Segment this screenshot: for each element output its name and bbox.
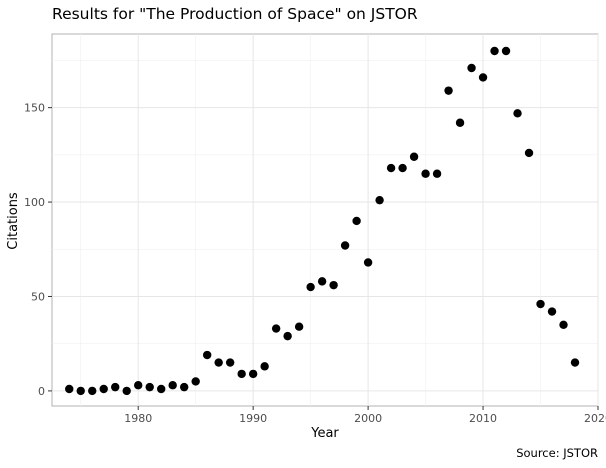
data-point xyxy=(524,148,534,158)
data-point xyxy=(547,307,557,316)
data-point xyxy=(386,163,396,173)
data-point xyxy=(467,63,476,73)
y-tick-label: 150 xyxy=(24,102,45,115)
data-point xyxy=(398,163,407,173)
data-point xyxy=(536,299,545,309)
data-point xyxy=(76,386,85,396)
data-point xyxy=(329,280,338,290)
y-axis-title: Citations xyxy=(6,192,21,250)
data-point xyxy=(570,358,580,367)
data-point xyxy=(214,358,223,367)
data-point xyxy=(501,46,511,56)
data-point xyxy=(145,382,154,392)
y-axis-ticks: 0 50 100 150 xyxy=(24,102,52,398)
plot-panel xyxy=(51,33,599,407)
data-point xyxy=(432,169,442,178)
data-point xyxy=(225,358,235,367)
data-point xyxy=(111,382,120,392)
data-point xyxy=(455,118,465,127)
x-tick-label: 1990 xyxy=(239,412,267,425)
data-point xyxy=(157,384,166,394)
data-point xyxy=(65,384,74,394)
data-point xyxy=(513,109,522,118)
data-point xyxy=(294,322,304,331)
data-point xyxy=(317,277,327,286)
data-point xyxy=(375,195,384,205)
data-point xyxy=(363,258,373,267)
data-point xyxy=(409,152,419,161)
data-point xyxy=(248,369,258,379)
data-points xyxy=(65,46,580,396)
x-axis-title: Year xyxy=(310,426,339,441)
major-gridlines xyxy=(52,34,599,406)
data-point xyxy=(421,169,430,178)
data-point xyxy=(352,216,361,226)
data-point xyxy=(122,386,131,396)
data-point xyxy=(202,350,212,360)
data-point xyxy=(340,241,350,250)
data-point xyxy=(134,381,143,390)
source-caption: Source: JSTOR xyxy=(516,446,598,460)
data-point xyxy=(271,324,281,333)
x-tick-label: 2010 xyxy=(469,412,497,425)
data-point xyxy=(559,320,568,330)
data-point xyxy=(260,362,269,371)
data-point xyxy=(168,381,177,390)
data-point xyxy=(444,86,453,95)
data-point xyxy=(237,369,246,379)
minor-gridlines xyxy=(52,34,598,406)
chart-title: Results for "The Production of Space" on… xyxy=(52,5,418,23)
y-tick-label: 0 xyxy=(38,385,45,398)
data-point xyxy=(306,282,315,292)
data-point xyxy=(179,382,189,392)
x-tick-label: 1980 xyxy=(124,412,152,425)
y-tick-label: 100 xyxy=(24,196,45,209)
data-point xyxy=(99,384,108,394)
data-point xyxy=(88,386,97,396)
data-point xyxy=(490,46,499,56)
x-tick-label: 2000 xyxy=(354,412,382,425)
y-tick-label: 50 xyxy=(31,290,45,303)
data-point xyxy=(478,73,488,82)
data-point xyxy=(191,377,200,386)
data-point xyxy=(283,331,292,341)
